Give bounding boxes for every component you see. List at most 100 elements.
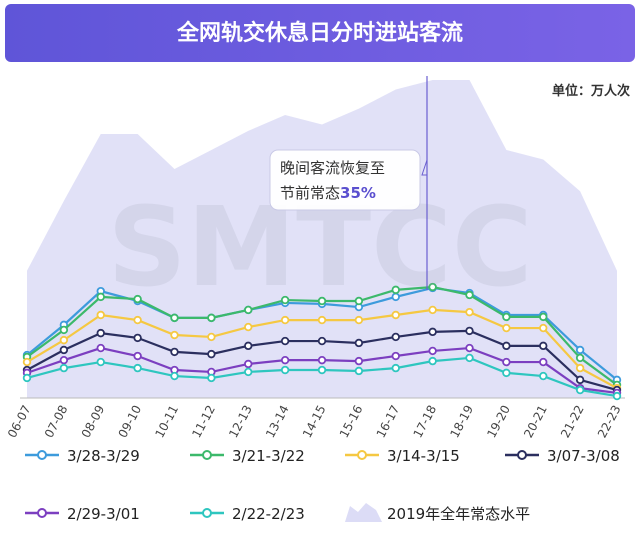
point [428, 356, 437, 366]
legend-label: 3/14-3/15 [387, 447, 460, 465]
point [391, 285, 400, 295]
point [280, 336, 290, 346]
point [170, 371, 179, 381]
point [465, 307, 474, 317]
point [428, 305, 437, 315]
point [280, 295, 290, 305]
point [354, 356, 364, 366]
point [133, 363, 142, 373]
point [280, 355, 290, 365]
legend-label: 2/29-3/01 [67, 505, 140, 523]
point [391, 351, 400, 361]
point [575, 385, 585, 395]
point [207, 313, 216, 323]
point [575, 353, 585, 363]
legend-label: 3/07-3/08 [547, 447, 620, 465]
point [280, 365, 290, 375]
point [317, 355, 327, 365]
point [354, 366, 364, 376]
point [96, 357, 105, 367]
point [465, 290, 474, 300]
point [575, 345, 585, 355]
point [96, 310, 105, 320]
point [317, 315, 327, 325]
point [207, 349, 216, 359]
point [96, 292, 105, 302]
legend-label: 3/21-3/22 [232, 447, 305, 465]
point [575, 375, 585, 385]
legend-swatch [37, 450, 47, 460]
point [133, 315, 142, 325]
point [170, 347, 179, 357]
point [391, 363, 400, 373]
point [465, 343, 474, 353]
annotation-highlight: 35% [340, 184, 376, 202]
point [502, 357, 511, 367]
point [133, 333, 142, 343]
point [317, 365, 327, 375]
point [502, 323, 511, 333]
point [612, 391, 622, 401]
point [207, 332, 216, 342]
point [59, 325, 69, 335]
point [354, 296, 364, 306]
legend-swatch [357, 450, 367, 460]
point [502, 341, 511, 351]
chart-title: 全网轨交休息日分时进站客流 [176, 20, 463, 46]
point [133, 294, 142, 304]
point [575, 363, 585, 373]
annotation-text: 节前常态 [280, 184, 340, 202]
point [428, 346, 437, 356]
point [539, 323, 548, 333]
point [354, 315, 364, 325]
title-banner [5, 4, 635, 62]
legend-swatch [37, 508, 47, 518]
point [59, 363, 69, 373]
point [96, 343, 105, 353]
annotation-box [269, 149, 421, 211]
point [465, 326, 474, 336]
legend-swatch [345, 503, 382, 522]
point [428, 327, 437, 337]
point [280, 315, 290, 325]
point [539, 357, 548, 367]
unit-label: 单位：万人次 [552, 83, 630, 99]
point [391, 332, 400, 342]
point [59, 345, 69, 355]
point [207, 373, 216, 383]
point [539, 312, 548, 322]
point [539, 371, 548, 381]
point [539, 341, 548, 351]
point [59, 355, 69, 365]
point [59, 335, 69, 345]
point [465, 353, 474, 363]
annotation-pointer [421, 159, 428, 176]
point [22, 373, 32, 383]
legend-swatch [202, 450, 212, 460]
point [428, 282, 437, 292]
point [502, 312, 511, 322]
point [170, 330, 179, 340]
legend-label: 3/28-3/29 [67, 447, 140, 465]
annotation-text: 节前常态35% [280, 184, 376, 202]
point [244, 341, 253, 351]
point [244, 322, 253, 332]
point [96, 328, 105, 338]
point [354, 338, 364, 348]
annotation-text: 晚间客流恢复至 [280, 159, 385, 177]
point [317, 296, 327, 306]
point [170, 313, 179, 323]
point [317, 336, 327, 346]
point [244, 367, 253, 377]
legend-swatch [202, 508, 212, 518]
point [244, 305, 253, 315]
legend: 3/28-3/29 3/21-3/22 3/14-3/15 3/07-3/08 2/29… [25, 447, 620, 523]
legend-label: 2/22-2/23 [232, 505, 305, 523]
point [22, 357, 32, 367]
point [244, 359, 253, 369]
point [133, 351, 142, 361]
legend-label: 2019年全年常态水平 [387, 505, 530, 523]
legend-swatch [517, 450, 527, 460]
